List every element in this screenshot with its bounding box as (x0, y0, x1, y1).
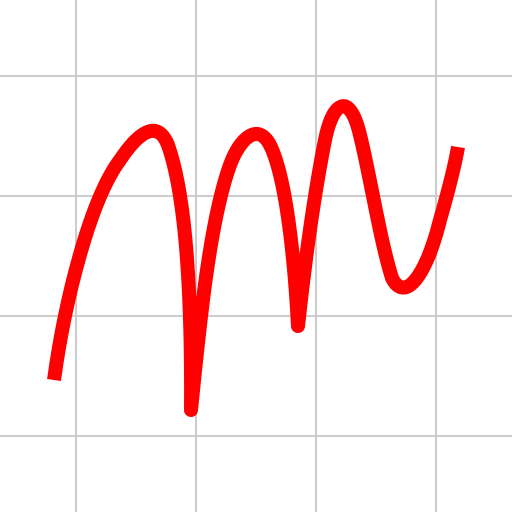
red-scribble-stroke (47, 99, 465, 417)
